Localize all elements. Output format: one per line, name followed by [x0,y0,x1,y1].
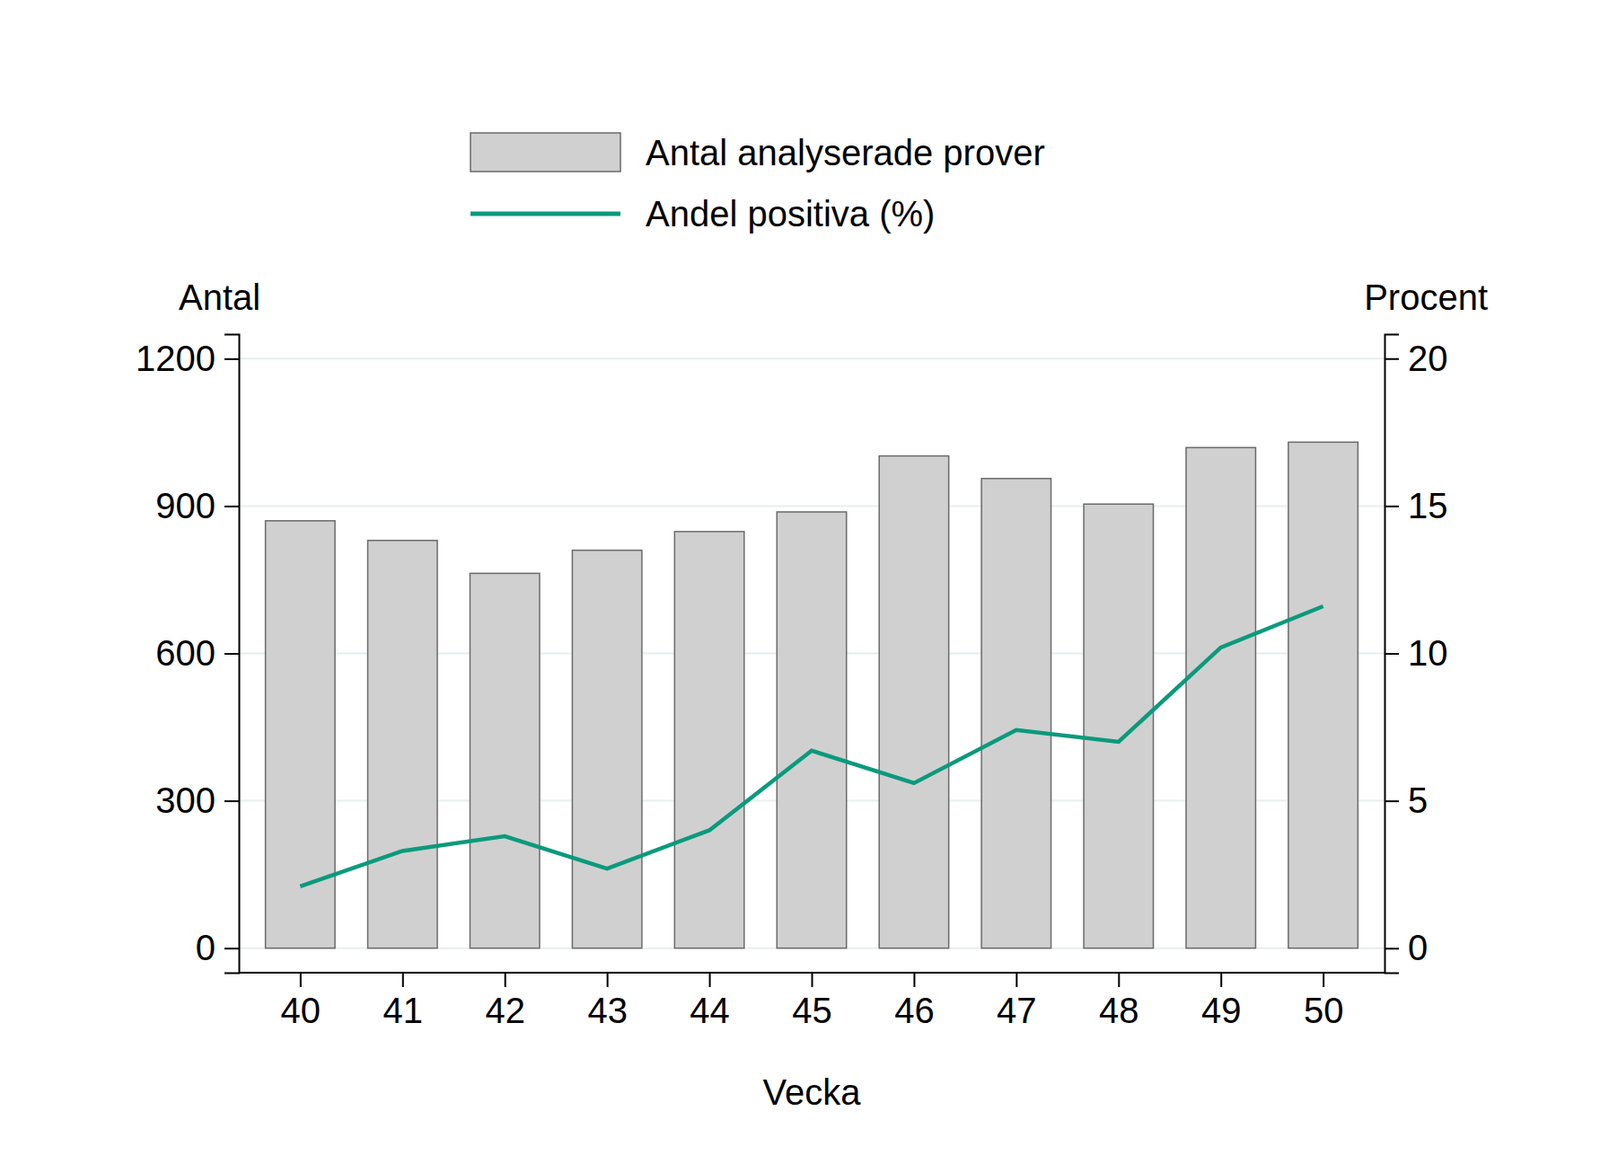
tick-label: 0 [195,927,216,968]
bar [368,540,438,949]
y-axis-title: Antal [178,277,261,317]
tick-label: 45 [791,990,833,1030]
tick: 0 [1384,927,1428,968]
tick: 10 [1384,632,1449,673]
tick-label: 300 [155,780,216,820]
bar [469,572,539,948]
tick: 40 [281,972,322,1030]
tick-mark [224,505,239,508]
tick-label: 0 [1407,927,1428,968]
chart: 0 300 600 900 1200 0 5 10 15 20 40 41 42 43 44 45 46 47 48… [0,0,1600,1164]
x-axis: 40 41 42 43 44 45 46 47 48 49 50 [238,972,1385,1030]
tick-label: 44 [689,990,730,1030]
tick-label: 41 [383,990,424,1030]
legend-swatch [470,211,621,217]
tick-mark [224,358,239,361]
grid [238,358,1385,948]
tick-label: 1200 [135,338,216,379]
tick-label: 46 [894,990,935,1030]
tick-mark [504,972,507,987]
bar [571,550,642,949]
tick-label: 15 [1407,485,1449,526]
bar [1083,503,1153,948]
bar [1288,441,1358,948]
legend-item: Andel positiva (%) [470,193,935,234]
tick-mark [299,972,302,987]
tick-label: 600 [155,632,216,673]
tick: 15 [1384,485,1449,526]
line [299,606,1323,887]
axis-line [224,334,240,974]
tick-mark [1220,972,1222,987]
tick-label: 43 [587,990,628,1030]
tick: 44 [689,972,730,1030]
tick-mark [709,972,712,987]
tick-label: 49 [1201,990,1242,1030]
bar [879,456,949,949]
legend-label: Antal analyserade prover [645,132,1046,173]
y-axis: 0 300 600 900 1200 [135,334,239,974]
tick: 42 [484,972,526,1030]
tick: 1200 [135,338,239,379]
tick-mark [811,972,814,987]
tick-mark [1117,972,1120,987]
tick: 45 [791,972,833,1030]
tick-label: 40 [281,990,322,1030]
tick: 46 [894,972,935,1030]
tick-mark [1322,972,1325,987]
tick-mark [1384,358,1399,361]
tick: 600 [155,632,239,673]
grid-line [238,357,1385,360]
tick-mark [224,652,239,655]
tick-mark [224,800,239,802]
tick-mark [1384,947,1399,950]
legend: Antal analyserade prover Andel positiva (… [470,132,1046,234]
tick: 43 [587,972,628,1030]
tick-label: 20 [1407,338,1449,379]
tick-label: 42 [484,990,526,1030]
legend-label: Andel positiva (%) [645,193,935,234]
tick: 48 [1098,972,1140,1030]
axis-line [1385,334,1400,974]
tick-mark [606,972,609,987]
bar [265,520,335,949]
tick-mark [913,972,915,987]
bar [674,531,744,949]
bar [1186,447,1256,948]
tick: 47 [996,972,1038,1030]
y2-axis-title: Procent [1363,277,1488,317]
tick: 900 [155,485,239,526]
tick: 5 [1384,780,1428,820]
y2-axis: 0 5 10 15 20 [1384,334,1449,974]
bar [981,478,1051,949]
tick-label: 5 [1407,780,1428,820]
tick: 0 [195,927,239,968]
background [0,0,1600,1164]
tick: 50 [1303,972,1345,1030]
x-axis-title: Vecka [763,1072,862,1112]
plot-area [265,441,1359,948]
tick: 49 [1201,972,1242,1030]
tick-label: 50 [1303,990,1345,1030]
legend-item: Antal analyserade prover [470,132,1046,173]
tick-label: 900 [155,485,216,526]
tick-label: 47 [996,990,1038,1030]
tick-mark [402,972,405,987]
tick-mark [224,947,239,950]
tick-mark [1015,972,1018,987]
tick-mark [1384,652,1399,655]
tick-label: 48 [1098,990,1140,1030]
tick: 41 [383,972,424,1030]
tick-label: 10 [1407,632,1449,673]
legend-swatch [470,132,621,172]
tick: 20 [1384,338,1449,379]
tick-mark [1384,505,1399,508]
tick: 300 [155,780,239,820]
tick-mark [1384,800,1399,802]
bar [776,511,846,949]
